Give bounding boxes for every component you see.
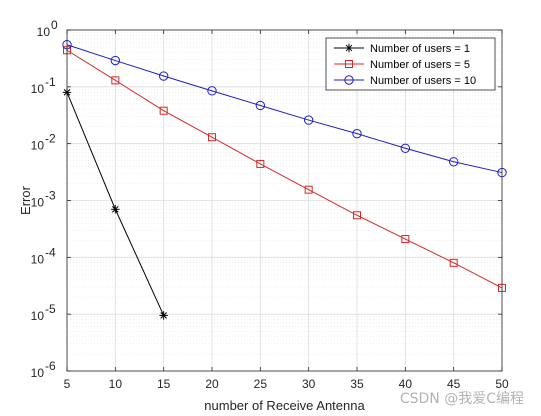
y-tick-label: 10 bbox=[31, 252, 45, 266]
data-point-marker bbox=[159, 311, 168, 320]
axis-ticks bbox=[66, 29, 503, 372]
data-point-marker bbox=[448, 157, 459, 167]
data-point-marker bbox=[449, 258, 458, 267]
data-point-marker bbox=[207, 86, 217, 96]
series-2 bbox=[63, 46, 506, 292]
x-tick-label: 10 bbox=[109, 377, 123, 391]
x-tick-label: 40 bbox=[399, 377, 413, 391]
series-line bbox=[66, 49, 503, 289]
y-tick-exponent: -6 bbox=[45, 359, 56, 373]
data-point-marker bbox=[256, 159, 265, 168]
x-tick-label: 50 bbox=[495, 377, 509, 391]
y-axis-label: Error bbox=[18, 185, 33, 215]
legend-label: Number of users = 1 bbox=[370, 43, 470, 55]
x-tick-label: 20 bbox=[205, 377, 219, 391]
y-tick-label: 10 bbox=[31, 139, 45, 153]
y-tick-exponent: -2 bbox=[45, 132, 56, 146]
y-tick-exponent: -4 bbox=[45, 245, 56, 259]
data-point-marker bbox=[344, 75, 354, 85]
legend-item: Number of users = 10 bbox=[334, 75, 476, 87]
data-point-marker bbox=[159, 106, 168, 115]
data-point-marker bbox=[111, 205, 120, 214]
marker-stroke bbox=[160, 312, 167, 319]
data-point-marker bbox=[353, 211, 361, 220]
y-tick-label: 10 bbox=[31, 196, 45, 210]
x-tick-label: 5 bbox=[64, 377, 71, 391]
data-point-marker bbox=[344, 43, 354, 53]
y-tick-label: 10 bbox=[31, 366, 45, 380]
y-tick-exponent: 0 bbox=[51, 18, 58, 32]
watermark-text: CSDN @我爱C编程 bbox=[400, 391, 524, 407]
x-tick-label: 45 bbox=[447, 377, 461, 391]
x-tick-label: 15 bbox=[157, 377, 171, 391]
x-tick-label: 30 bbox=[302, 377, 316, 391]
y-tick-label: 10 bbox=[31, 82, 45, 96]
legend-label: Number of users = 10 bbox=[370, 75, 476, 87]
marker-stroke bbox=[345, 44, 353, 52]
marker-stroke bbox=[112, 206, 119, 213]
x-tick-label: 35 bbox=[350, 377, 364, 391]
x-axis-label: number of Receive Antenna bbox=[204, 398, 365, 413]
y-tick-exponent: -1 bbox=[45, 75, 56, 89]
data-point-marker bbox=[208, 133, 216, 142]
data-point-marker bbox=[352, 128, 362, 139]
data-point-marker bbox=[255, 100, 266, 111]
x-tick-label: 25 bbox=[254, 377, 268, 391]
legend-label: Number of users = 5 bbox=[370, 59, 470, 71]
y-tick-label: 10 bbox=[31, 309, 45, 323]
legend-item: Number of users = 1 bbox=[334, 43, 470, 55]
data-point-marker bbox=[111, 76, 120, 85]
series-layer bbox=[62, 40, 507, 320]
legend: Number of users = 1 Number of users = 5 Nu… bbox=[325, 37, 496, 91]
data-point-marker bbox=[110, 55, 121, 66]
data-point-marker bbox=[401, 235, 410, 244]
y-tick-label: 10 bbox=[37, 25, 51, 39]
data-point-marker bbox=[303, 115, 314, 125]
series-line bbox=[66, 44, 503, 174]
x-tick-labels: 5 10 15 20 25 30 35 40 45 50 bbox=[64, 377, 509, 391]
data-point-marker bbox=[345, 60, 353, 68]
minor-grid bbox=[67, 32, 502, 355]
data-point-marker bbox=[400, 143, 411, 153]
legend-item: Number of users = 5 bbox=[334, 59, 470, 71]
data-point-marker bbox=[158, 71, 169, 81]
series-1 bbox=[62, 88, 168, 320]
data-point-marker bbox=[304, 185, 313, 194]
y-tick-exponent: -5 bbox=[45, 302, 56, 316]
y-tick-exponent: -3 bbox=[45, 189, 56, 203]
